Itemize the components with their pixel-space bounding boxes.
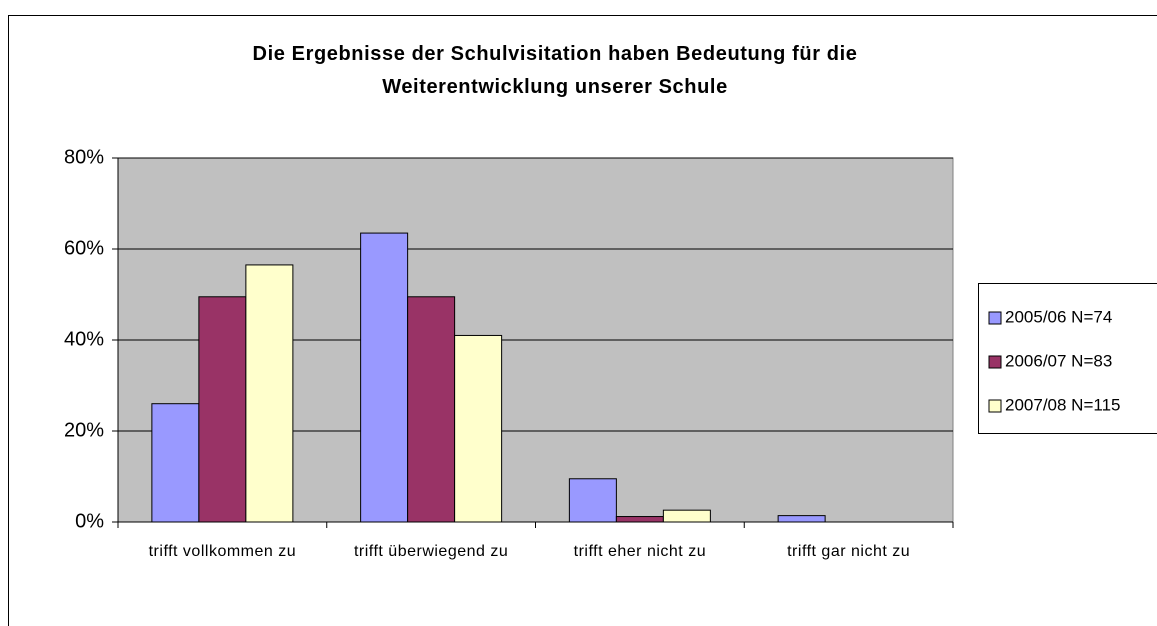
y-tick-label: 40% bbox=[64, 328, 104, 350]
x-tick-label: trifft gar nicht zu bbox=[787, 543, 911, 560]
y-tick-label: 80% bbox=[64, 146, 104, 168]
bar bbox=[662, 509, 711, 523]
legend-box bbox=[978, 283, 1157, 434]
x-tick-label: trifft überwiegend zu bbox=[353, 543, 509, 560]
legend-label: 2006/07 N=83 bbox=[1005, 351, 1112, 370]
legend-swatch bbox=[988, 399, 1002, 413]
bar bbox=[151, 403, 200, 523]
bar bbox=[360, 232, 409, 523]
legend-swatch bbox=[988, 311, 1002, 325]
bar bbox=[454, 334, 503, 523]
y-tick-label: 20% bbox=[64, 419, 104, 441]
bar bbox=[568, 478, 617, 523]
legend-swatch bbox=[988, 355, 1002, 369]
chart-title: Die Ergebnisse der Schulvisitation haben… bbox=[252, 43, 858, 98]
bar bbox=[198, 296, 247, 523]
legend-label: 2005/06 N=74 bbox=[1005, 307, 1112, 326]
x-tick-label: trifft vollkommen zu bbox=[148, 543, 297, 560]
x-tick-label: trifft eher nicht zu bbox=[573, 543, 707, 560]
bar bbox=[245, 264, 294, 523]
bar bbox=[777, 515, 826, 523]
bar bbox=[615, 516, 664, 523]
legend-label: 2007/08 N=115 bbox=[1005, 395, 1120, 414]
y-tick-label: 0% bbox=[75, 510, 104, 532]
y-tick-label: 60% bbox=[64, 237, 104, 259]
bar bbox=[407, 296, 456, 523]
